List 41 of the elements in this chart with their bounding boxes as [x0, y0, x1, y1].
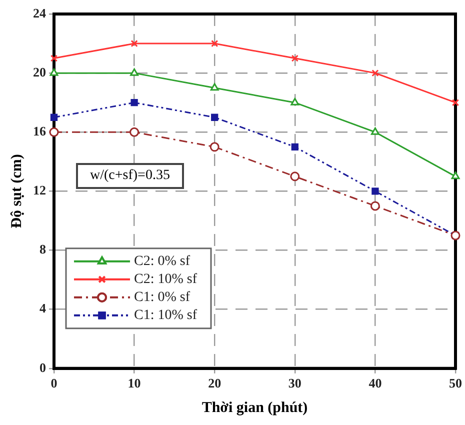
point	[130, 40, 138, 48]
y-axis-title: Độ sụt (cm)	[8, 154, 25, 228]
x-axis-title: Thời gian (phút)	[202, 400, 308, 416]
x-tick-label: 20	[208, 376, 222, 391]
point	[210, 142, 220, 152]
x-tick-label: 10	[128, 376, 141, 391]
y-tick-label: 8	[40, 242, 46, 257]
point	[130, 127, 140, 137]
x-tick-label: 0	[50, 376, 58, 391]
legend-label: C1: 0% sf	[134, 290, 190, 306]
point	[372, 69, 379, 77]
point	[130, 99, 138, 106]
y-tick-label: 20	[33, 64, 46, 80]
point	[452, 99, 460, 106]
y-tick-label: 0	[40, 360, 46, 375]
point	[370, 127, 380, 135]
point	[50, 54, 58, 62]
point	[291, 143, 298, 150]
y-tick-label: 4	[40, 300, 46, 316]
y-tick-label: 16	[33, 123, 46, 138]
legend-label: C2: 10% sf	[134, 272, 198, 288]
point	[50, 114, 58, 121]
legend-label: C1: 10% sf	[134, 308, 198, 324]
point	[370, 201, 380, 211]
point	[451, 172, 460, 180]
point	[290, 98, 300, 106]
x-tick-label: 40	[368, 376, 382, 391]
point	[372, 188, 379, 195]
x-tick-label: 30	[288, 376, 302, 391]
point	[210, 83, 219, 91]
x-tick-label: 50	[449, 376, 462, 391]
point	[211, 114, 218, 121]
y-tick-label: 24	[33, 5, 46, 20]
annotation: w/(c+sf)=0.35	[76, 162, 184, 189]
y-tick-label: 12	[33, 182, 46, 198]
point	[290, 172, 300, 182]
point	[130, 68, 139, 76]
legend-label: C2: 0% sf	[134, 254, 190, 270]
point	[291, 54, 298, 62]
point	[211, 40, 218, 48]
point	[49, 127, 59, 137]
